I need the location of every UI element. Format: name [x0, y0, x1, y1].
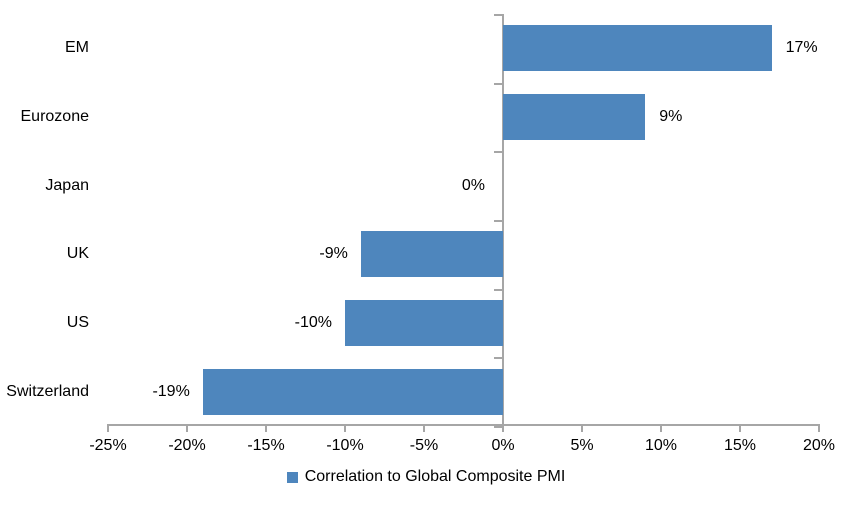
category-label: UK [66, 245, 89, 263]
legend: Correlation to Global Composite PMI [0, 467, 852, 487]
category-tick [494, 151, 502, 153]
x-tick-label: 5% [570, 437, 594, 454]
x-tick-label: -25% [89, 437, 127, 454]
category-tick [494, 426, 502, 428]
x-tick [739, 424, 741, 432]
value-label: -9% [319, 245, 348, 263]
x-tick-label: 0% [491, 437, 515, 454]
value-label: 17% [785, 39, 818, 57]
category-tick [494, 220, 502, 222]
x-tick [344, 424, 346, 432]
x-tick-label: 10% [644, 437, 678, 454]
x-axis-line [108, 424, 819, 426]
x-tick [423, 424, 425, 432]
value-label: -10% [294, 314, 332, 331]
x-tick-label: -5% [409, 437, 439, 454]
x-tick [818, 424, 820, 432]
category-label: Japan [45, 176, 89, 194]
category-tick [494, 289, 502, 291]
x-tick-label: -15% [247, 437, 285, 454]
legend-swatch-icon [286, 471, 298, 483]
category-tick [494, 83, 502, 85]
value-label: 0% [461, 176, 485, 194]
bar [202, 368, 503, 415]
x-tick [265, 424, 267, 432]
value-label: -19% [152, 382, 190, 400]
category-tick [494, 14, 502, 16]
x-tick [660, 424, 662, 432]
x-tick [107, 424, 109, 432]
y-axis-line [502, 14, 504, 426]
x-tick-label: -10% [326, 437, 364, 454]
category-label: US [66, 314, 89, 331]
value-label: 9% [659, 108, 683, 125]
legend-label: Correlation to Global Composite PMI [304, 468, 566, 485]
bar [345, 300, 503, 346]
category-tick [494, 357, 502, 359]
bar [360, 231, 503, 278]
x-tick-label: 20% [802, 437, 836, 454]
x-tick-label: -20% [168, 437, 206, 454]
category-label: EM [65, 39, 89, 57]
category-label: Eurozone [20, 108, 90, 125]
x-tick [502, 424, 504, 432]
bar [503, 94, 646, 140]
x-tick-label: 15% [723, 437, 757, 454]
x-tick [186, 424, 188, 432]
x-tick [581, 424, 583, 432]
category-label: Switzerland [6, 382, 89, 400]
bar [503, 25, 772, 72]
